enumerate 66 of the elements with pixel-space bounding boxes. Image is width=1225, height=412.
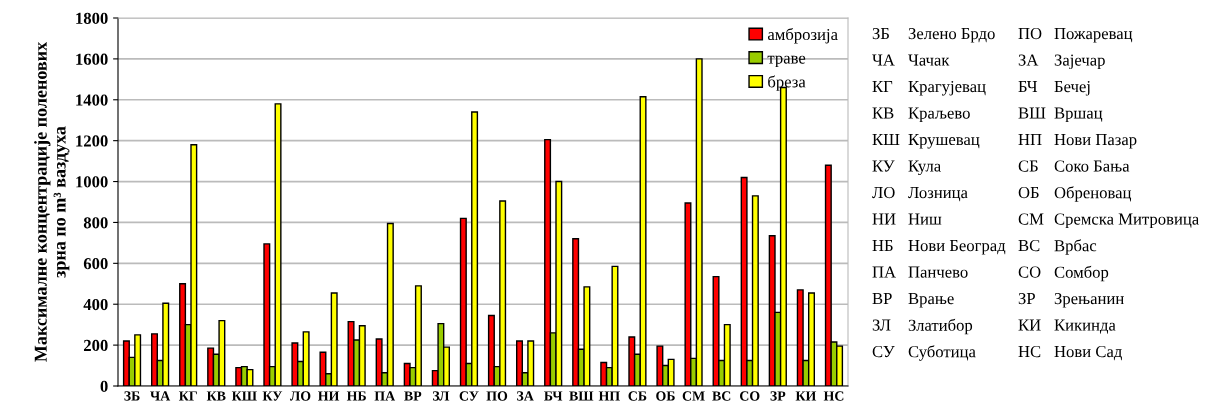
text: БЧ Бечеј (1018, 80, 1090, 96)
x-tick-label: НБ (346, 391, 366, 401)
text: КИ Кикинда (1018, 319, 1116, 334)
y-tick-label: 1800 (76, 12, 108, 24)
x-tick-label: ЗА (517, 391, 534, 401)
text: КУ Кула (872, 160, 941, 176)
text: ОБ Обреновац (1018, 186, 1132, 202)
x-tick-label: НП (598, 391, 620, 401)
text: КШ Крушевац (872, 134, 980, 149)
x-tick-label: СО (739, 391, 760, 401)
x-tick-label: ВШ (569, 391, 594, 401)
x-tick-label: ЗР (770, 391, 786, 401)
text: ЧА Чачак (872, 54, 950, 66)
x-tick-label: ЗЛ (432, 391, 450, 401)
text: НС Нови Сад (1018, 345, 1122, 361)
text: ЛО Лозница (872, 186, 968, 202)
y-tick-label: 0 (100, 380, 108, 392)
y-tick-label: 400 (83, 298, 108, 311)
text: НИ Ниш (872, 213, 942, 225)
text: СУ Суботица (872, 345, 976, 361)
text: ЗЛ Златибор (872, 318, 973, 335)
x-tick-label: ОБ (656, 391, 675, 401)
y-tick-label: 200 (83, 339, 108, 352)
text: НБ Нови Београд (872, 240, 1006, 255)
x-tick-label: КВ (206, 391, 226, 401)
x-tick-label: ПО (486, 391, 508, 401)
x-tick-label: ПА (374, 391, 396, 401)
x-tick-label: ВС (712, 391, 731, 401)
text: КГ Крагујевац (872, 80, 986, 96)
y-axis-title: Максималне концентрације поленових зрна по m³ ваздуха (34, 41, 70, 362)
text: СМ Сремска Митровица (1018, 213, 1199, 229)
text: ВР Врање (872, 293, 954, 308)
text: СБ Соко Бања (1018, 160, 1130, 172)
legend-label: амброзија (767, 28, 838, 44)
x-tick-label: КУ (262, 391, 283, 401)
x-tick-label: КШ (231, 391, 257, 401)
x-tick-label: НС (823, 391, 844, 401)
text: СО Сомбор (1018, 265, 1109, 282)
text: ЗА Зајечар (1018, 54, 1105, 70)
x-tick-label: ЗБ (124, 391, 140, 401)
y-tick-label: 1600 (76, 53, 108, 65)
text: ВС Врбас (1018, 239, 1097, 255)
x-tick-label: СУ (459, 391, 479, 401)
text: ПО Пожаревац (1018, 27, 1133, 43)
x-tick-label: КИ (795, 391, 817, 401)
legend-label: бреза (768, 75, 806, 91)
text: НП Нови Пазар (1018, 134, 1137, 149)
y-tick-label: 1400 (76, 94, 108, 106)
text: КВ Краљево (872, 107, 970, 123)
legend-label: траве (767, 55, 806, 68)
y-tick-label: 600 (83, 258, 108, 270)
y-tick-label: 1000 (76, 176, 108, 188)
x-tick-label: КГ (178, 391, 197, 401)
x-tick-label: СБ (628, 391, 647, 401)
text: ВШ Вршац (1018, 107, 1103, 123)
y-tick-label: 800 (83, 217, 108, 229)
x-tick-label: ЧА (150, 391, 171, 401)
x-tick-label: БЧ (544, 391, 563, 401)
text: ПА Панчево (872, 266, 968, 278)
y-tick-label: 1200 (76, 135, 108, 147)
text: ЗР Зрењанин (1018, 292, 1124, 308)
x-tick-label: СМ (682, 391, 705, 401)
x-tick-label: ВР (404, 391, 422, 401)
x-tick-label: НИ (318, 391, 340, 401)
text: ЗБ Зелено Брдо (872, 27, 995, 43)
x-tick-label: ЛО (289, 391, 311, 401)
